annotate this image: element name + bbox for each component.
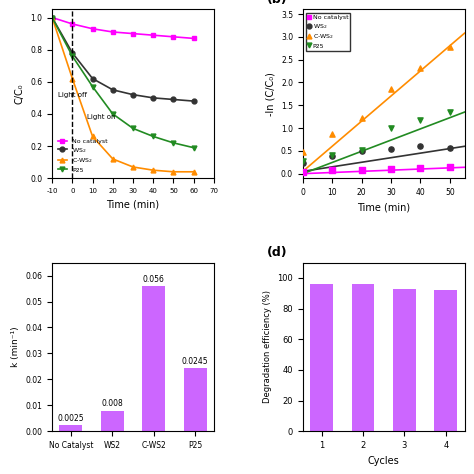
No catalyst: [150, 32, 156, 38]
WS2: [130, 92, 136, 98]
X-axis label: Time (min): Time (min): [357, 202, 410, 212]
WS2: [191, 98, 197, 104]
Point: [328, 153, 336, 160]
P25: [110, 111, 116, 117]
C-WS2: [110, 156, 116, 162]
Point: [446, 108, 454, 116]
Point: [328, 167, 336, 174]
No catalyst: [49, 15, 55, 20]
Point: [446, 164, 454, 171]
Bar: [101, 410, 124, 431]
P25: [171, 140, 176, 146]
Point: [387, 85, 395, 93]
C-WS2: [130, 164, 136, 170]
Point: [358, 147, 365, 155]
Point: [417, 164, 424, 172]
P25: [150, 134, 156, 139]
Line: No catalyst: No catalyst: [50, 15, 196, 41]
Legend: No catalyst, WS$_2$, C-WS$_2$, P25: No catalyst, WS$_2$, C-WS$_2$, P25: [306, 13, 350, 51]
No catalyst: [171, 34, 176, 40]
Bar: [184, 368, 207, 431]
Bar: [60, 425, 82, 431]
Point: [446, 43, 454, 51]
No catalyst: [130, 31, 136, 36]
Line: WS2: WS2: [50, 15, 196, 103]
Point: [358, 146, 365, 154]
X-axis label: Cycles: Cycles: [368, 456, 400, 465]
No catalyst: [90, 26, 95, 32]
WS2: [150, 95, 156, 100]
C-WS2: [150, 167, 156, 173]
Point: [417, 116, 424, 124]
P25: [130, 126, 136, 131]
Point: [299, 159, 307, 166]
Text: 0.008: 0.008: [101, 400, 123, 409]
P25: [49, 15, 55, 20]
Y-axis label: -ln (C/C₀): -ln (C/C₀): [265, 72, 275, 116]
Point: [387, 145, 395, 152]
Point: [358, 166, 365, 173]
Line: C-WS2: C-WS2: [50, 15, 196, 174]
WS2: [90, 76, 95, 82]
C-WS2: [171, 169, 176, 174]
Y-axis label: k (min⁻¹): k (min⁻¹): [11, 327, 20, 367]
Point: [446, 144, 454, 152]
Point: [358, 114, 365, 122]
X-axis label: Time (min): Time (min): [107, 200, 160, 210]
Point: [299, 168, 307, 176]
C-WS2: [191, 169, 197, 174]
Y-axis label: Degradation efficiency (%): Degradation efficiency (%): [263, 291, 272, 403]
Point: [299, 148, 307, 155]
WS2: [49, 15, 55, 20]
C-WS2: [49, 15, 55, 20]
Bar: [434, 290, 457, 431]
Bar: [352, 284, 374, 431]
Bar: [310, 284, 333, 431]
Text: Light on: Light on: [86, 114, 115, 120]
C-WS2: [90, 134, 95, 139]
Point: [417, 143, 424, 150]
Text: 0.056: 0.056: [143, 275, 164, 284]
Point: [417, 64, 424, 72]
Bar: [142, 286, 165, 431]
Point: [387, 124, 395, 132]
No catalyst: [70, 21, 75, 27]
No catalyst: [191, 36, 197, 41]
Point: [299, 157, 307, 165]
No catalyst: [110, 29, 116, 35]
C-WS2: [70, 76, 75, 82]
Point: [328, 152, 336, 159]
Text: Light off: Light off: [58, 91, 87, 98]
Legend: No catalyst, WS$_2$, C-WS$_2$, P25: No catalyst, WS$_2$, C-WS$_2$, P25: [55, 136, 110, 175]
Point: [328, 130, 336, 138]
Text: 0.0245: 0.0245: [182, 356, 209, 365]
P25: [90, 84, 95, 90]
Text: (b): (b): [267, 0, 288, 6]
WS2: [110, 87, 116, 93]
P25: [191, 145, 197, 151]
WS2: [70, 50, 75, 56]
Text: 0.0025: 0.0025: [57, 414, 84, 423]
Point: [387, 165, 395, 173]
P25: [70, 53, 75, 59]
Text: (d): (d): [267, 246, 288, 259]
Bar: [393, 289, 416, 431]
Line: P25: P25: [50, 15, 196, 150]
WS2: [171, 97, 176, 102]
Y-axis label: C/C₀: C/C₀: [15, 83, 25, 104]
